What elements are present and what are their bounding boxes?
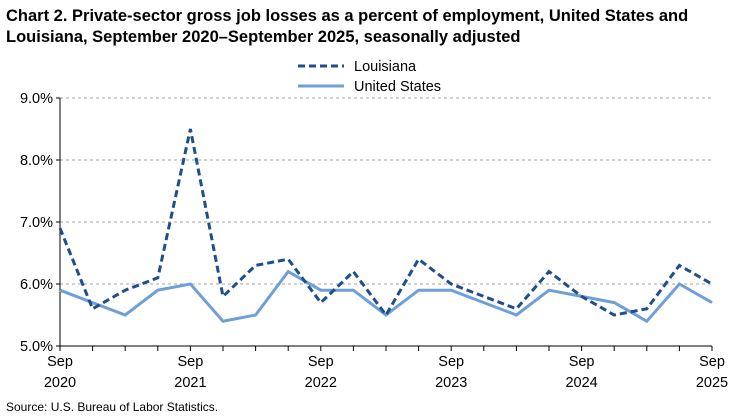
y-tick-label: 8.0% [20, 153, 53, 169]
y-axis-tick-labels: 5.0% 6.0% 7.0% 8.0% 9.0% [20, 91, 53, 355]
x-tick-label-year: 2025 [696, 375, 728, 391]
x-tick-label-month: Sep [438, 354, 464, 370]
x-tick-label-month: Sep [177, 354, 203, 370]
x-axis-tick-labels: Sep 2020 Sep 2021 Sep 2022 Sep 2023 Sep 2024 Sep 20… [44, 354, 728, 391]
x-tick-label-year: 2023 [435, 375, 467, 391]
x-tick-label-month: Sep [47, 354, 73, 370]
x-tick-label-month: Sep [308, 354, 334, 370]
series-lines [58, 128, 713, 324]
legend: Louisiana United States [298, 59, 441, 95]
source-note: Source: U.S. Bureau of Labor Statistics. [6, 400, 219, 414]
gridlines [60, 97, 712, 285]
chart-title: Chart 2. Private-sector gross job losses… [6, 7, 689, 46]
legend-label: United States [354, 79, 441, 95]
x-tick-label-year: 2021 [174, 375, 206, 391]
y-tick-label: 9.0% [20, 91, 53, 107]
axes [56, 97, 713, 351]
y-tick-label: 7.0% [20, 215, 53, 231]
x-tick-label-month: Sep [569, 354, 595, 370]
x-tick-label-month: Sep [699, 354, 725, 370]
legend-label: Louisiana [354, 59, 417, 75]
x-tick-label-year: 2020 [44, 375, 76, 391]
series-line-louisiana [58, 128, 713, 318]
y-tick-label: 6.0% [20, 277, 53, 293]
x-tick-label-year: 2022 [305, 375, 337, 391]
y-tick-label: 5.0% [20, 339, 53, 355]
series-line-united-states [59, 269, 713, 324]
x-tick-label-year: 2024 [565, 375, 597, 391]
